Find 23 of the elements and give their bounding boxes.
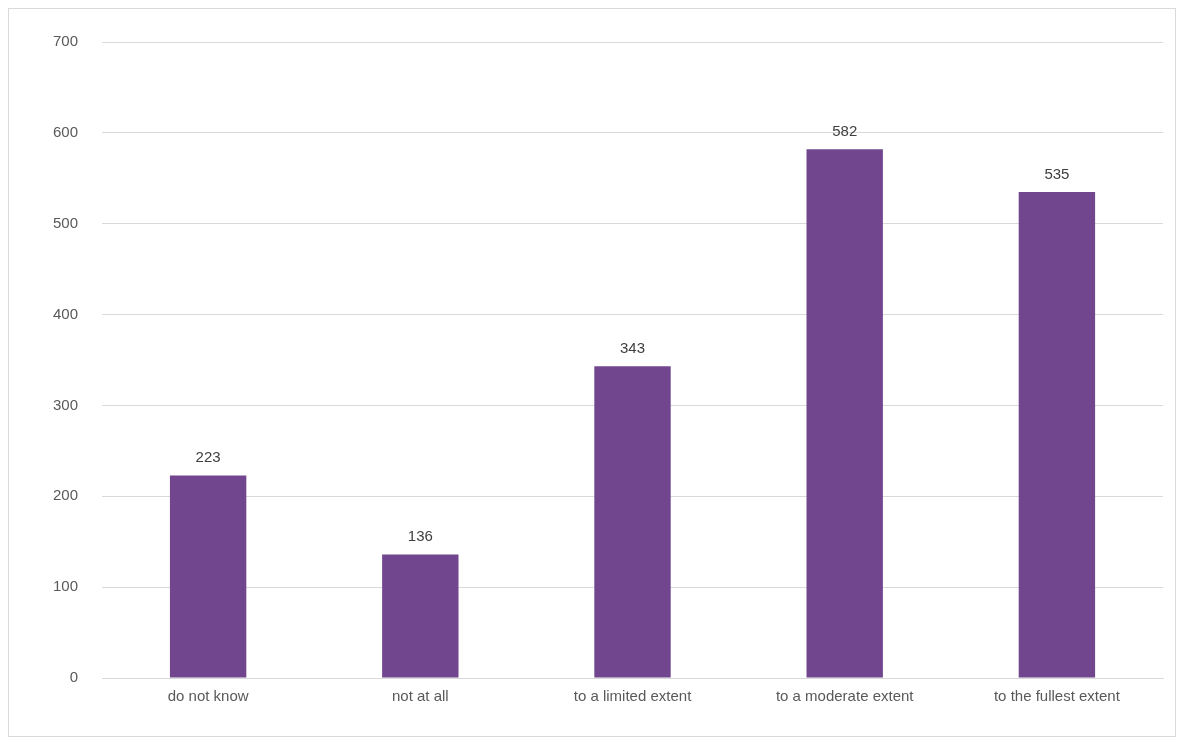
bar [594,366,671,678]
x-tick-label: to a moderate extent [775,687,915,705]
y-tick-label: 200 [53,486,79,504]
y-tick-label: 700 [53,32,79,50]
y-tick-label: 600 [53,123,79,140]
data-label: 343 [620,339,646,356]
x-tick-label: to a limited extent [573,687,693,705]
y-tick-label: 100 [53,577,79,595]
bar [1018,191,1096,678]
data-label: 223 [195,448,221,466]
y-tick-label: 400 [53,304,79,322]
y-tick-label: 500 [53,213,79,231]
y-tick-label: 300 [53,395,79,413]
y-tick-label: 0 [69,668,79,686]
x-tick-label: not at all [391,687,449,705]
data-label: 535 [1044,164,1070,182]
x-tick-label: to the fullest extent [993,687,1121,705]
x-tick-label: do not know [167,687,249,705]
data-label: 582 [832,121,858,139]
data-label: 136 [407,527,433,545]
bar [169,475,247,678]
bar [382,554,459,678]
bar [806,149,883,678]
